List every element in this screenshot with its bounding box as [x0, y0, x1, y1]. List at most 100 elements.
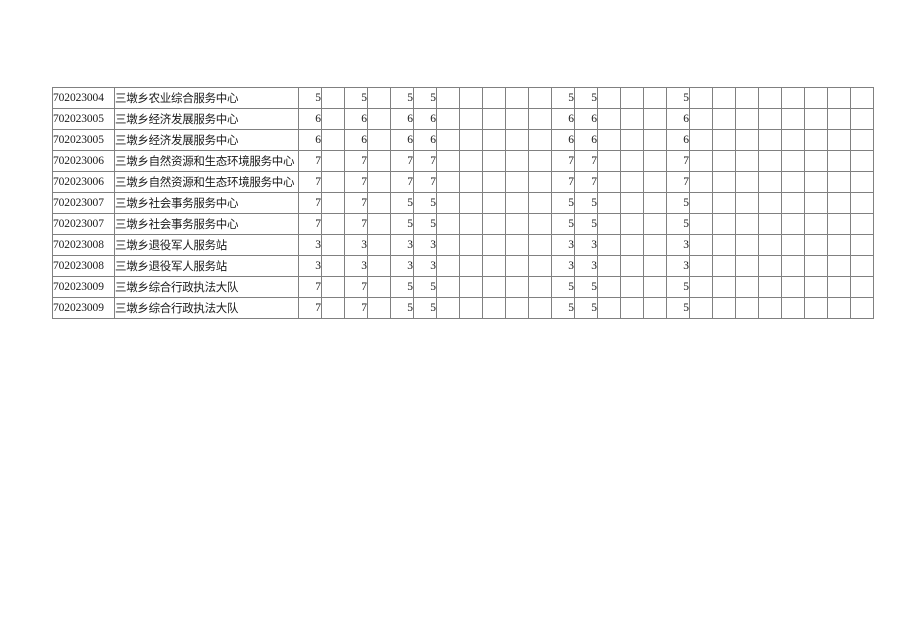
value-cell-empty [528, 108, 552, 130]
value-cell-empty [735, 192, 759, 214]
value-cell-empty [643, 255, 667, 277]
value-cell-empty [758, 213, 782, 235]
value-cell-empty [505, 297, 529, 319]
value-cell-empty [689, 87, 713, 109]
value-cell-empty [459, 297, 483, 319]
value-cell-empty [850, 297, 874, 319]
value-cell-empty [850, 108, 874, 130]
value-cell: 5 [666, 276, 690, 298]
staffing-table: 702023004 三墩乡农业综合服务中心 5 5 5 5 5 5 5 702023005 三墩乡经… [52, 87, 874, 319]
value-cell-empty [597, 192, 621, 214]
value-cell-empty [482, 213, 506, 235]
value-cell-empty [781, 213, 805, 235]
value-cell-empty [436, 87, 460, 109]
value-cell: 5 [390, 297, 414, 319]
value-cell: 5 [413, 276, 437, 298]
value-cell-empty [436, 255, 460, 277]
value-cell-empty [528, 276, 552, 298]
value-cell-empty [505, 171, 529, 193]
unit-name-cell: 三墩乡综合行政执法大队 [114, 297, 299, 319]
value-cell: 7 [298, 297, 322, 319]
value-cell: 6 [390, 108, 414, 130]
value-cell-empty [505, 150, 529, 172]
value-cell-empty [804, 192, 828, 214]
table-row: 702023008 三墩乡退役军人服务站 3 3 3 3 3 3 3 [52, 255, 874, 277]
table-body: 702023004 三墩乡农业综合服务中心 5 5 5 5 5 5 5 702023005 三墩乡经… [52, 87, 874, 319]
value-cell-empty [804, 129, 828, 151]
value-cell-empty [367, 150, 391, 172]
value-cell-empty [367, 108, 391, 130]
value-cell: 5 [551, 276, 575, 298]
value-cell: 3 [666, 255, 690, 277]
table-row: 702023005 三墩乡经济发展服务中心 6 6 6 6 6 6 6 [52, 108, 874, 130]
value-cell-empty [482, 87, 506, 109]
value-cell-empty [689, 129, 713, 151]
value-cell: 6 [574, 108, 598, 130]
value-cell-empty [735, 150, 759, 172]
value-cell: 5 [666, 213, 690, 235]
value-cell-empty [850, 276, 874, 298]
value-cell: 7 [344, 276, 368, 298]
value-cell-empty [620, 87, 644, 109]
value-cell-empty [367, 87, 391, 109]
value-cell-empty [643, 108, 667, 130]
value-cell-empty [827, 150, 851, 172]
value-cell: 7 [344, 192, 368, 214]
value-cell-empty [482, 255, 506, 277]
value-cell-empty [436, 213, 460, 235]
unit-code-cell: 702023005 [52, 108, 115, 130]
value-cell: 5 [666, 192, 690, 214]
value-cell-empty [367, 192, 391, 214]
value-cell-empty [827, 87, 851, 109]
value-cell: 7 [413, 150, 437, 172]
value-cell-empty [367, 234, 391, 256]
value-cell: 5 [574, 192, 598, 214]
value-cell-empty [735, 108, 759, 130]
value-cell: 7 [298, 171, 322, 193]
value-cell-empty [620, 213, 644, 235]
value-cell: 5 [390, 213, 414, 235]
value-cell-empty [620, 276, 644, 298]
value-cell: 7 [413, 171, 437, 193]
value-cell: 5 [413, 192, 437, 214]
unit-code-cell: 702023006 [52, 150, 115, 172]
value-cell-empty [643, 129, 667, 151]
value-cell: 5 [390, 192, 414, 214]
value-cell-empty [482, 108, 506, 130]
value-cell-empty [597, 255, 621, 277]
value-cell-empty [850, 150, 874, 172]
value-cell-empty [597, 150, 621, 172]
value-cell: 7 [551, 171, 575, 193]
value-cell: 6 [298, 129, 322, 151]
value-cell-empty [781, 150, 805, 172]
value-cell-empty [735, 234, 759, 256]
value-cell-empty [850, 129, 874, 151]
table-row: 702023005 三墩乡经济发展服务中心 6 6 6 6 6 6 6 [52, 129, 874, 151]
value-cell-empty [597, 276, 621, 298]
value-cell-empty [505, 255, 529, 277]
value-cell-empty [712, 234, 736, 256]
value-cell-empty [781, 87, 805, 109]
value-cell-empty [321, 234, 345, 256]
value-cell-empty [505, 87, 529, 109]
value-cell-empty [620, 297, 644, 319]
value-cell-empty [804, 213, 828, 235]
value-cell-empty [781, 234, 805, 256]
value-cell-empty [804, 171, 828, 193]
unit-code-cell: 702023009 [52, 276, 115, 298]
unit-name-cell: 三墩乡社会事务服务中心 [114, 192, 299, 214]
unit-name-cell: 三墩乡退役军人服务站 [114, 255, 299, 277]
value-cell-empty [712, 129, 736, 151]
value-cell-empty [689, 276, 713, 298]
value-cell-empty [459, 255, 483, 277]
value-cell: 5 [574, 276, 598, 298]
value-cell: 6 [551, 129, 575, 151]
value-cell: 7 [298, 150, 322, 172]
value-cell: 6 [666, 108, 690, 130]
value-cell-empty [827, 234, 851, 256]
value-cell-empty [436, 297, 460, 319]
value-cell-empty [620, 171, 644, 193]
value-cell-empty [781, 171, 805, 193]
value-cell-empty [758, 276, 782, 298]
value-cell: 5 [390, 87, 414, 109]
